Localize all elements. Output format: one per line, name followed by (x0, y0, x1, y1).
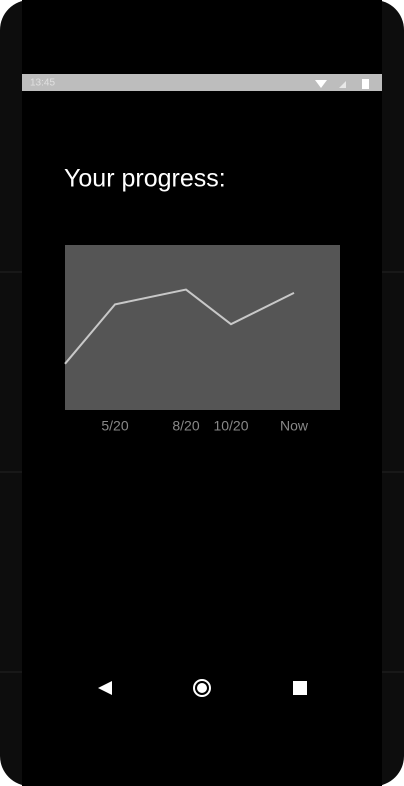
signal-icon (339, 81, 346, 88)
back-button[interactable] (98, 681, 112, 695)
home-button[interactable] (193, 679, 211, 697)
status-bar (22, 74, 382, 91)
x-tick-label: 8/20 (172, 418, 199, 434)
data-line (64, 288, 295, 365)
x-tick-label: 5/20 (101, 418, 128, 434)
recents-button[interactable] (293, 681, 307, 695)
battery-icon (362, 79, 369, 89)
heading: Your progress: (64, 165, 226, 193)
x-tick-label: Now (280, 418, 309, 434)
wifi-icon (315, 80, 327, 88)
home-button-dot (197, 683, 207, 693)
chart-area (65, 245, 340, 410)
x-tick-label: 10/20 (213, 418, 248, 434)
status-time: 13:45 (30, 78, 55, 89)
